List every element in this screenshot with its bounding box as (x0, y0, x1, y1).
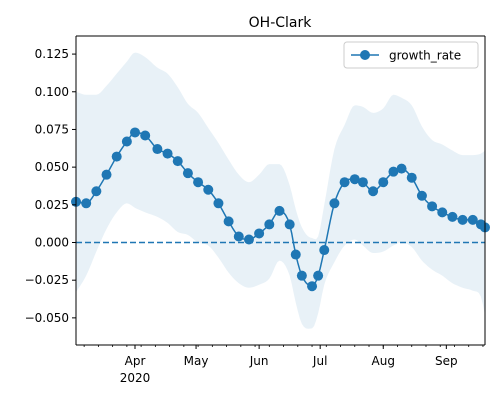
data-point (193, 177, 204, 188)
data-point (81, 198, 92, 209)
data-point (290, 249, 301, 260)
data-point (203, 184, 214, 195)
confidence-band (76, 52, 485, 329)
data-point (406, 172, 417, 183)
data-point (427, 201, 438, 212)
data-point (274, 205, 285, 216)
data-point (307, 281, 318, 292)
legend-label: growth_rate (389, 49, 461, 63)
chart-title: OH-Clark (249, 15, 313, 31)
data-point (368, 186, 379, 197)
data-point (101, 169, 112, 180)
x-tick-label: Jul (312, 354, 327, 368)
data-point (91, 186, 102, 197)
data-point (378, 177, 389, 188)
y-tick-label: 0.125 (35, 47, 69, 61)
x-tick-label: May (184, 354, 209, 368)
y-tick-label: 0.000 (35, 236, 69, 250)
data-point (457, 214, 468, 225)
legend: growth_rate (343, 41, 479, 69)
data-point (349, 174, 360, 185)
data-point (357, 177, 368, 188)
data-point (264, 219, 275, 230)
x-tick-label: Apr (125, 354, 146, 368)
x-tick-label: Sep (435, 354, 458, 368)
y-tick-label: 0.050 (35, 160, 69, 174)
y-tick-label: −0.025 (25, 273, 69, 287)
x-tick-label: Aug (372, 354, 395, 368)
plot-area (71, 52, 490, 329)
data-point (243, 234, 254, 245)
y-tick-label: 0.100 (35, 85, 69, 99)
data-point (319, 245, 330, 256)
x-tick-year-label: 2020 (120, 371, 151, 385)
data-point (162, 148, 173, 159)
data-point (388, 166, 399, 177)
data-point (396, 163, 407, 174)
data-point (121, 136, 132, 147)
data-point (152, 144, 163, 155)
x-tick-label: Jun (249, 354, 269, 368)
data-point (313, 270, 324, 281)
data-point (467, 214, 478, 225)
data-point (416, 190, 427, 201)
data-point (329, 198, 340, 209)
data-point (233, 231, 244, 242)
data-point (223, 216, 234, 227)
data-point (182, 168, 193, 179)
data-point (140, 130, 151, 141)
data-point (254, 228, 265, 239)
data-point (284, 219, 295, 230)
y-tick-label: 0.075 (35, 122, 69, 136)
y-tick-label: 0.025 (35, 198, 69, 212)
legend-marker (360, 50, 370, 60)
axes: −0.050 −0.025 0.000 0.025 0.050 0.075 0.100 0.1… (25, 35, 486, 385)
y-tick-label: −0.050 (25, 311, 69, 325)
data-point (339, 177, 350, 188)
data-point (130, 127, 141, 138)
data-point (111, 151, 122, 162)
data-point (213, 198, 224, 209)
data-point (172, 156, 183, 167)
legend-box (343, 41, 479, 69)
data-point (447, 211, 458, 222)
data-point (296, 270, 307, 281)
data-point (437, 207, 448, 218)
